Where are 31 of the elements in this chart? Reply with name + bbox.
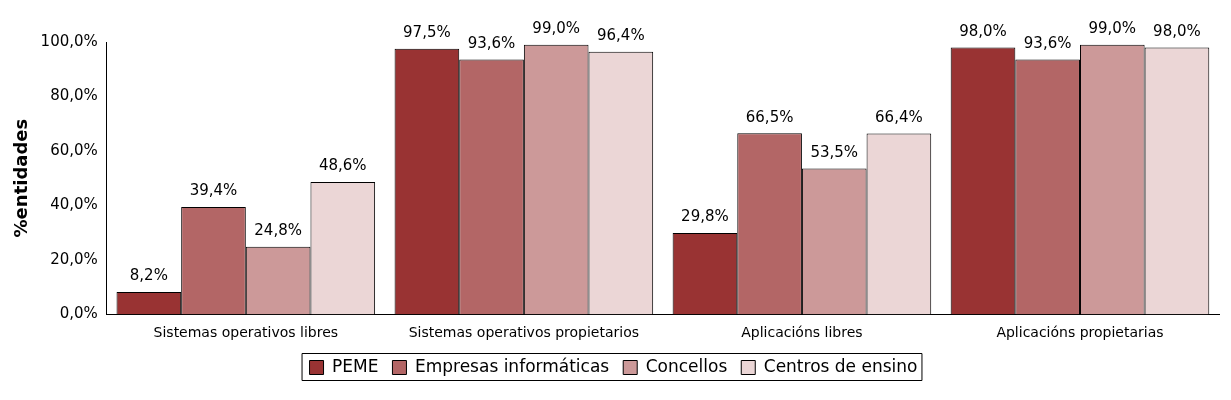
data-label: 96,4%: [597, 26, 645, 45]
data-label: 97,5%: [403, 23, 451, 42]
data-label: 98,0%: [959, 21, 1007, 40]
y-tick-label: 20,0%: [50, 249, 98, 268]
data-label: 93,6%: [467, 33, 516, 52]
data-label: 99,0%: [1088, 19, 1137, 38]
data-label: 66,5%: [745, 107, 794, 126]
data-label: 53,5%: [810, 142, 859, 161]
legend-label: Centros de ensino: [763, 355, 918, 376]
y-tick-label: 0,0%: [59, 304, 98, 323]
data-label: 24,8%: [254, 221, 302, 240]
legend-label: Concellos: [645, 355, 728, 376]
x-tick-label: Aplicacións propietarias: [996, 324, 1164, 341]
x-tick-label: Aplicacións libres: [741, 324, 863, 341]
legend-label: PEME: [332, 355, 379, 376]
data-label: 8,2%: [129, 266, 168, 285]
y-tick-label: 80,0%: [50, 86, 98, 105]
data-label: 66,4%: [875, 107, 923, 126]
x-tick-label: Sistemas operativos libres: [153, 324, 339, 341]
legend-label: Empresas informáticas: [414, 355, 610, 376]
x-tick-label: Sistemas operativos propietarios: [408, 324, 640, 341]
y-tick-label: 100,0%: [40, 31, 98, 50]
y-axis-title: %entidades: [10, 118, 32, 238]
data-label: 99,0%: [532, 19, 581, 38]
data-label: 93,6%: [1023, 33, 1072, 52]
data-label: 98,0%: [1153, 21, 1201, 40]
data-label: 29,8%: [681, 207, 729, 226]
y-tick-label: 60,0%: [50, 140, 98, 159]
data-label: 39,4%: [189, 181, 238, 200]
data-label: 48,6%: [318, 156, 367, 175]
y-tick-label: 40,0%: [50, 195, 98, 214]
